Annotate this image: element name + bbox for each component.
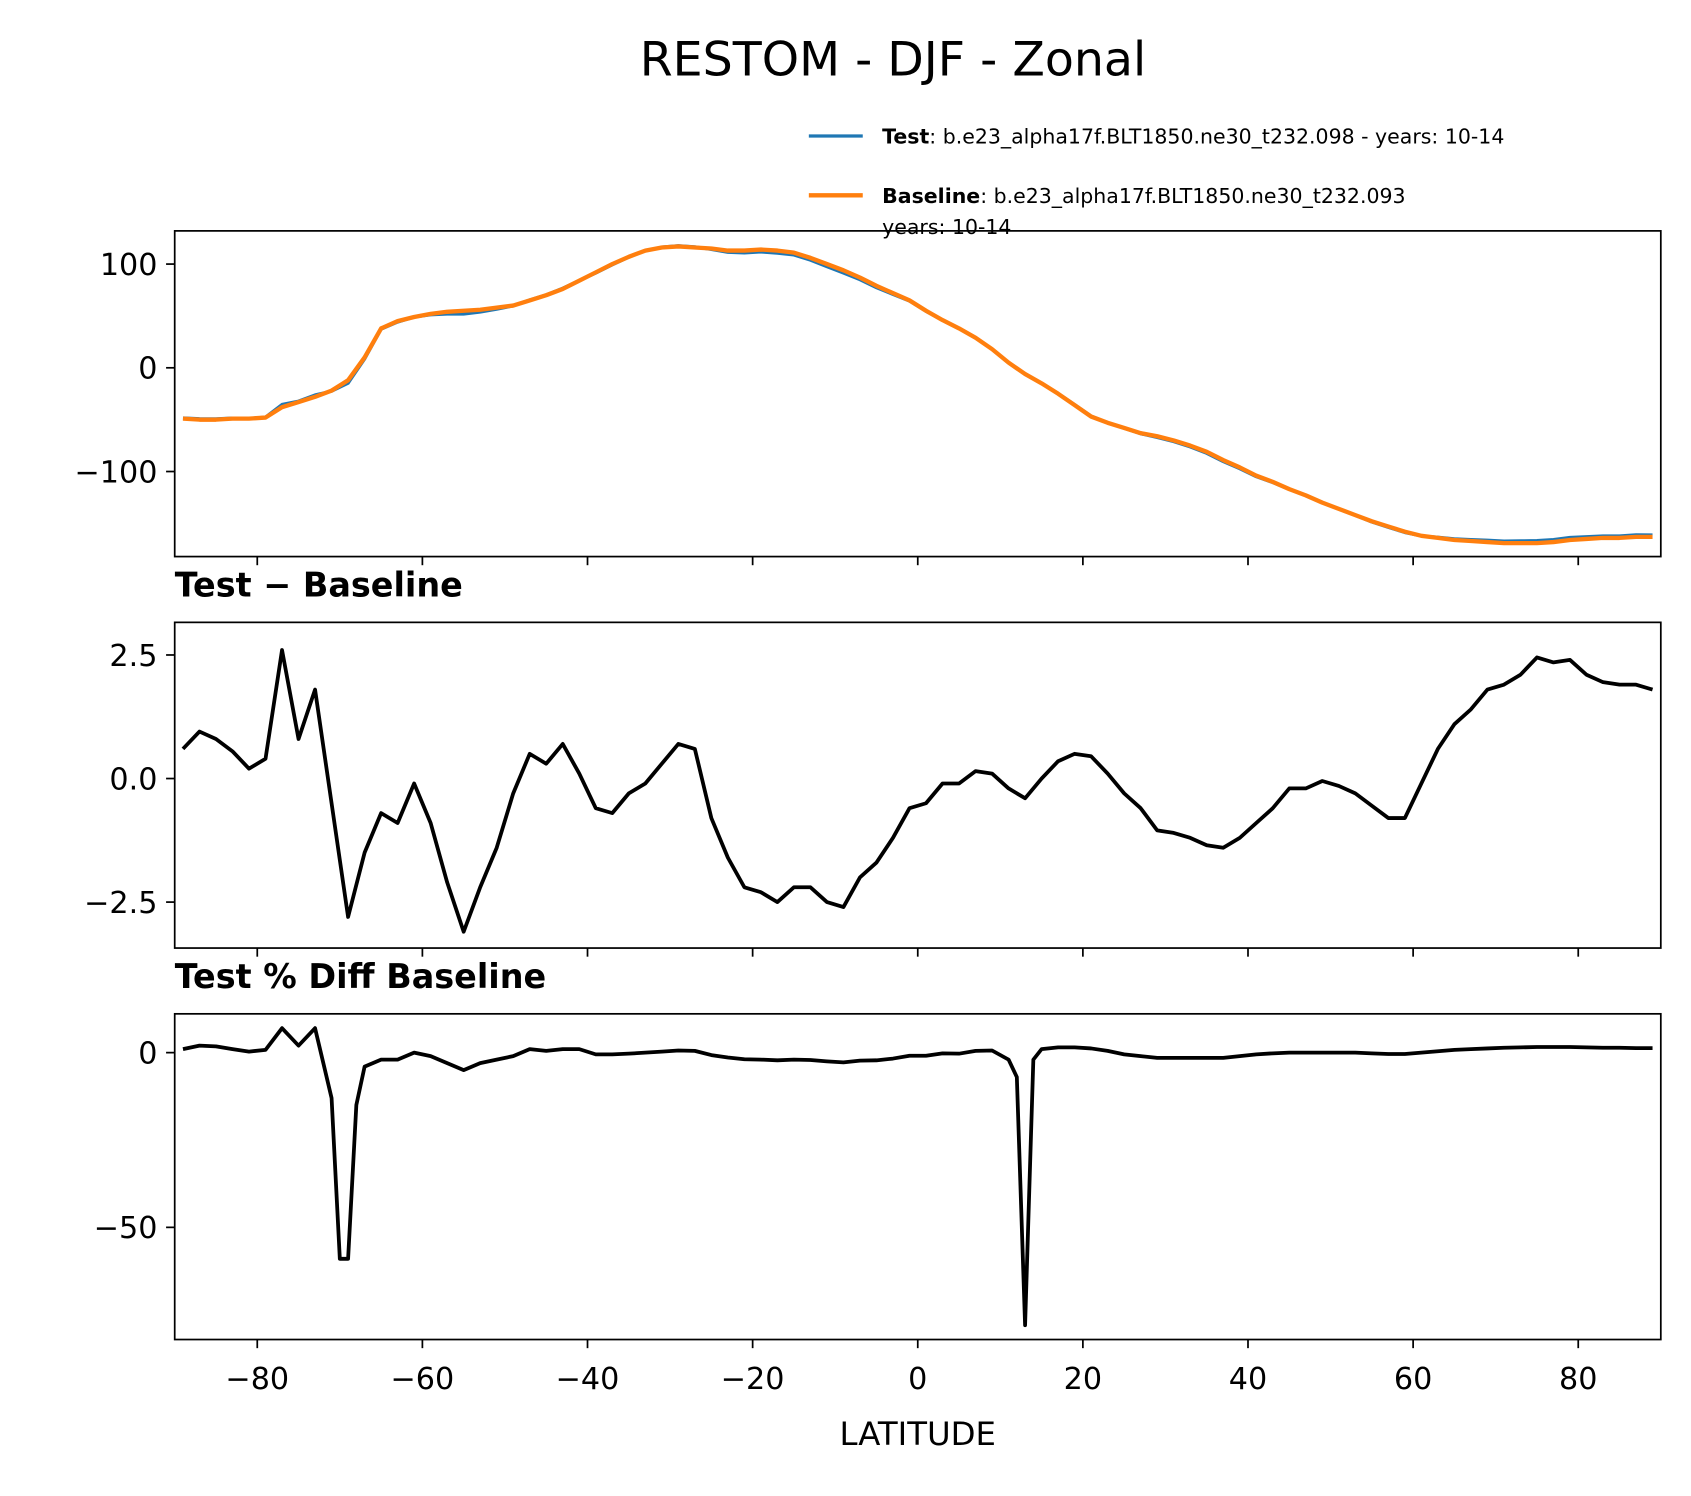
figure-title: RESTOM - DJF - Zonal [640, 33, 1146, 88]
x-tick-label: −40 [556, 1362, 620, 1397]
subplot-title: Test % Diff Baseline [175, 957, 547, 996]
y-tick-label: −50 [94, 1211, 158, 1246]
plot-frame [173, 621, 1662, 949]
x-tick-label: 60 [1394, 1362, 1432, 1397]
data-line [182, 244, 1653, 543]
y-tick-label: −100 [75, 455, 158, 490]
plot-frame [173, 1012, 1662, 1341]
x-tick-label: 40 [1229, 1362, 1267, 1397]
x-axis-label: LATITUDE [840, 1415, 996, 1453]
legend-name: Test [882, 125, 929, 149]
plot-frame [173, 230, 1662, 558]
y-tick-label: 0.0 [109, 762, 157, 797]
legend-description: : b.e23_alpha17f.BLT1850.ne30_t232.093 [980, 184, 1405, 208]
legend-text: Test: b.e23_alpha17f.BLT1850.ne30_t232.0… [882, 125, 1504, 149]
x-tick-label: 0 [908, 1362, 927, 1397]
legend-text: Baseline: b.e23_alpha17f.BLT1850.ne30_t2… [882, 184, 1405, 208]
data-line [182, 244, 1653, 546]
x-tick-label: −80 [225, 1362, 289, 1397]
y-tick-label: 0 [138, 1036, 157, 1071]
x-tick-label: −20 [721, 1362, 785, 1397]
x-tick-label: 80 [1559, 1362, 1597, 1397]
legend-description: : b.e23_alpha17f.BLT1850.ne30_t232.098 -… [929, 125, 1504, 149]
legend-description: years: 10-14 [882, 215, 1011, 239]
data-line [182, 1026, 1653, 1328]
x-tick-label: 20 [1064, 1362, 1102, 1397]
y-tick-label: 100 [100, 248, 158, 283]
subplot-title: Test − Baseline [175, 565, 463, 604]
y-tick-label: 0 [138, 352, 157, 387]
legend-name: Baseline [882, 184, 980, 208]
y-tick-label: 2.5 [109, 639, 157, 674]
data-line [181, 648, 1654, 934]
x-tick-label: −60 [391, 1362, 455, 1397]
y-tick-label: −2.5 [84, 886, 157, 921]
